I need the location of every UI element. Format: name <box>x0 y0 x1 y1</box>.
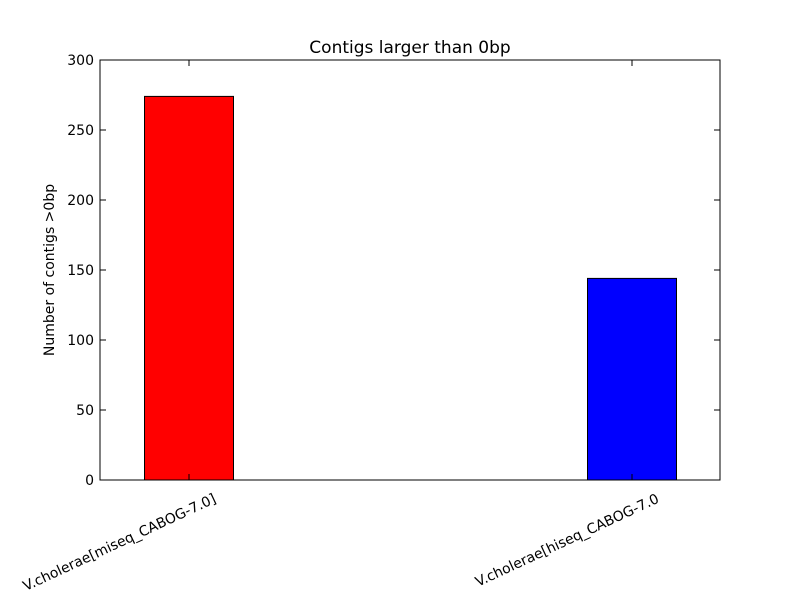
y-tick-label-3: 150 <box>67 263 94 279</box>
chart-title: Contigs larger than 0bp <box>309 38 510 58</box>
y-axis-title: Number of contigs >0bp <box>42 184 58 356</box>
x-tick-label-1: V.cholerae[hiseq_CABOG-7.0 <box>473 491 662 590</box>
y-tick-label-1: 50 <box>76 403 94 419</box>
y-tick-label-6: 300 <box>67 53 94 69</box>
y-tick-label-4: 200 <box>67 193 94 209</box>
y-tick-label-0: 0 <box>85 473 94 489</box>
plot-area: V.cholerae[miseq_CABOG-7.0] V.cholerae[hi… <box>21 53 721 595</box>
bar-0 <box>144 95 234 481</box>
y-tick-label-5: 250 <box>67 123 94 139</box>
plot-frame <box>99 59 721 481</box>
x-tick-label-0: V.cholerae[miseq_CABOG-7.0] <box>21 491 219 595</box>
y-tick-label-2: 100 <box>67 333 94 349</box>
bar-1 <box>587 277 677 481</box>
